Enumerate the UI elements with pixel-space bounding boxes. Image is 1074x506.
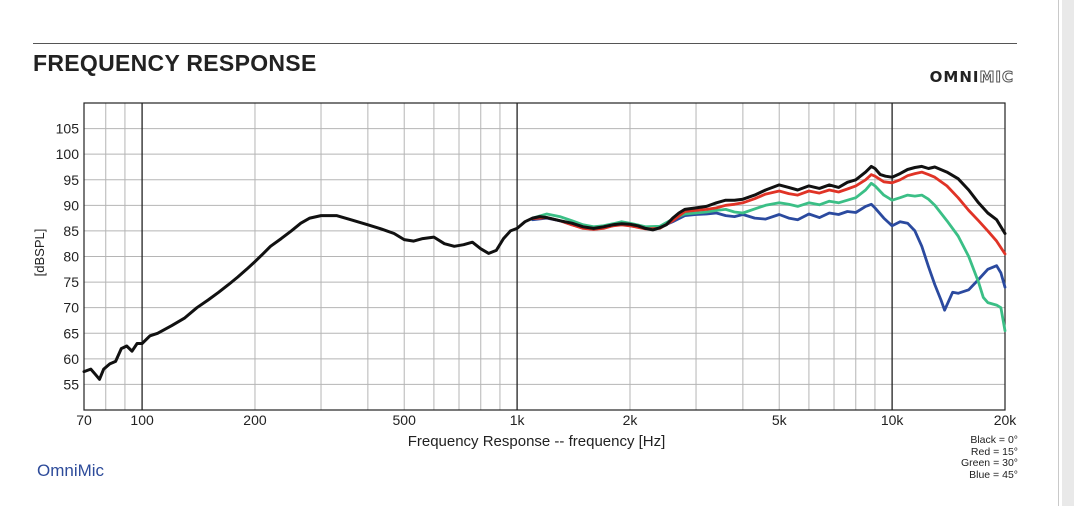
- y-tick-label: 65: [63, 325, 79, 341]
- window-edge-line: [1058, 0, 1059, 506]
- omnimic-logo: OMNIMIC: [929, 68, 1014, 87]
- legend: Black = 0° Red = 15° Green = 30° Blue = …: [920, 434, 1018, 481]
- y-tick-label: 90: [63, 197, 79, 213]
- series-line-green: [531, 181, 1007, 333]
- y-tick-label: 70: [63, 300, 79, 316]
- series-lines: [82, 164, 1007, 381]
- minor-grid: [84, 103, 1005, 410]
- y-tick-label: 80: [63, 249, 79, 265]
- y-tick-label: 75: [63, 274, 79, 290]
- x-tick-label: 5k: [772, 412, 788, 428]
- x-tick-label: 500: [393, 412, 417, 428]
- logo-text-omni: OMNI: [929, 68, 980, 86]
- y-tick-label: 85: [63, 223, 79, 239]
- plot-frame: [83, 102, 1006, 411]
- x-tick-label: 200: [243, 412, 267, 428]
- y-tick-label: 60: [63, 351, 79, 367]
- y-tick-label: 100: [56, 146, 80, 162]
- major-grid: [141, 103, 893, 410]
- x-axis-label: Frequency Response -- frequency [Hz]: [408, 433, 666, 450]
- x-tick-label: 1k: [510, 412, 526, 428]
- x-tick-label: 2k: [623, 412, 639, 428]
- footer-brand: OmniMic: [37, 461, 105, 480]
- series-line-blue: [531, 202, 1007, 312]
- legend-item-green: Green = 30°: [960, 457, 1018, 469]
- series-line-red: [531, 170, 1007, 256]
- y-tick-label: 105: [56, 121, 80, 137]
- legend-item-red: Red = 15°: [970, 445, 1018, 458]
- y-axis-ticks: 55 60 65 70 75 80 85 90 95 100 105: [56, 121, 80, 393]
- y-tick-label: 95: [63, 172, 79, 188]
- legend-item-black: Black = 0°: [970, 434, 1018, 446]
- legend-item-blue: Blue = 45°: [969, 468, 1018, 481]
- window-scrollbar[interactable]: [1062, 0, 1074, 506]
- header-rule: [33, 43, 1017, 44]
- x-tick-label: 10k: [881, 412, 905, 428]
- page-title: FREQUENCY RESPONSE: [33, 50, 317, 76]
- logo-text-mic: MIC: [979, 68, 1014, 87]
- x-tick-label: 70: [76, 412, 92, 428]
- x-axis-ticks: 70 100 200 500 1k 2k 5k 10k 20k: [76, 412, 1017, 428]
- x-tick-label: 20k: [994, 412, 1018, 428]
- series-line-black: [82, 164, 1007, 381]
- y-tick-label: 55: [63, 376, 79, 392]
- x-tick-label: 100: [130, 412, 154, 428]
- y-axis-label: [dBSPL]: [32, 229, 47, 277]
